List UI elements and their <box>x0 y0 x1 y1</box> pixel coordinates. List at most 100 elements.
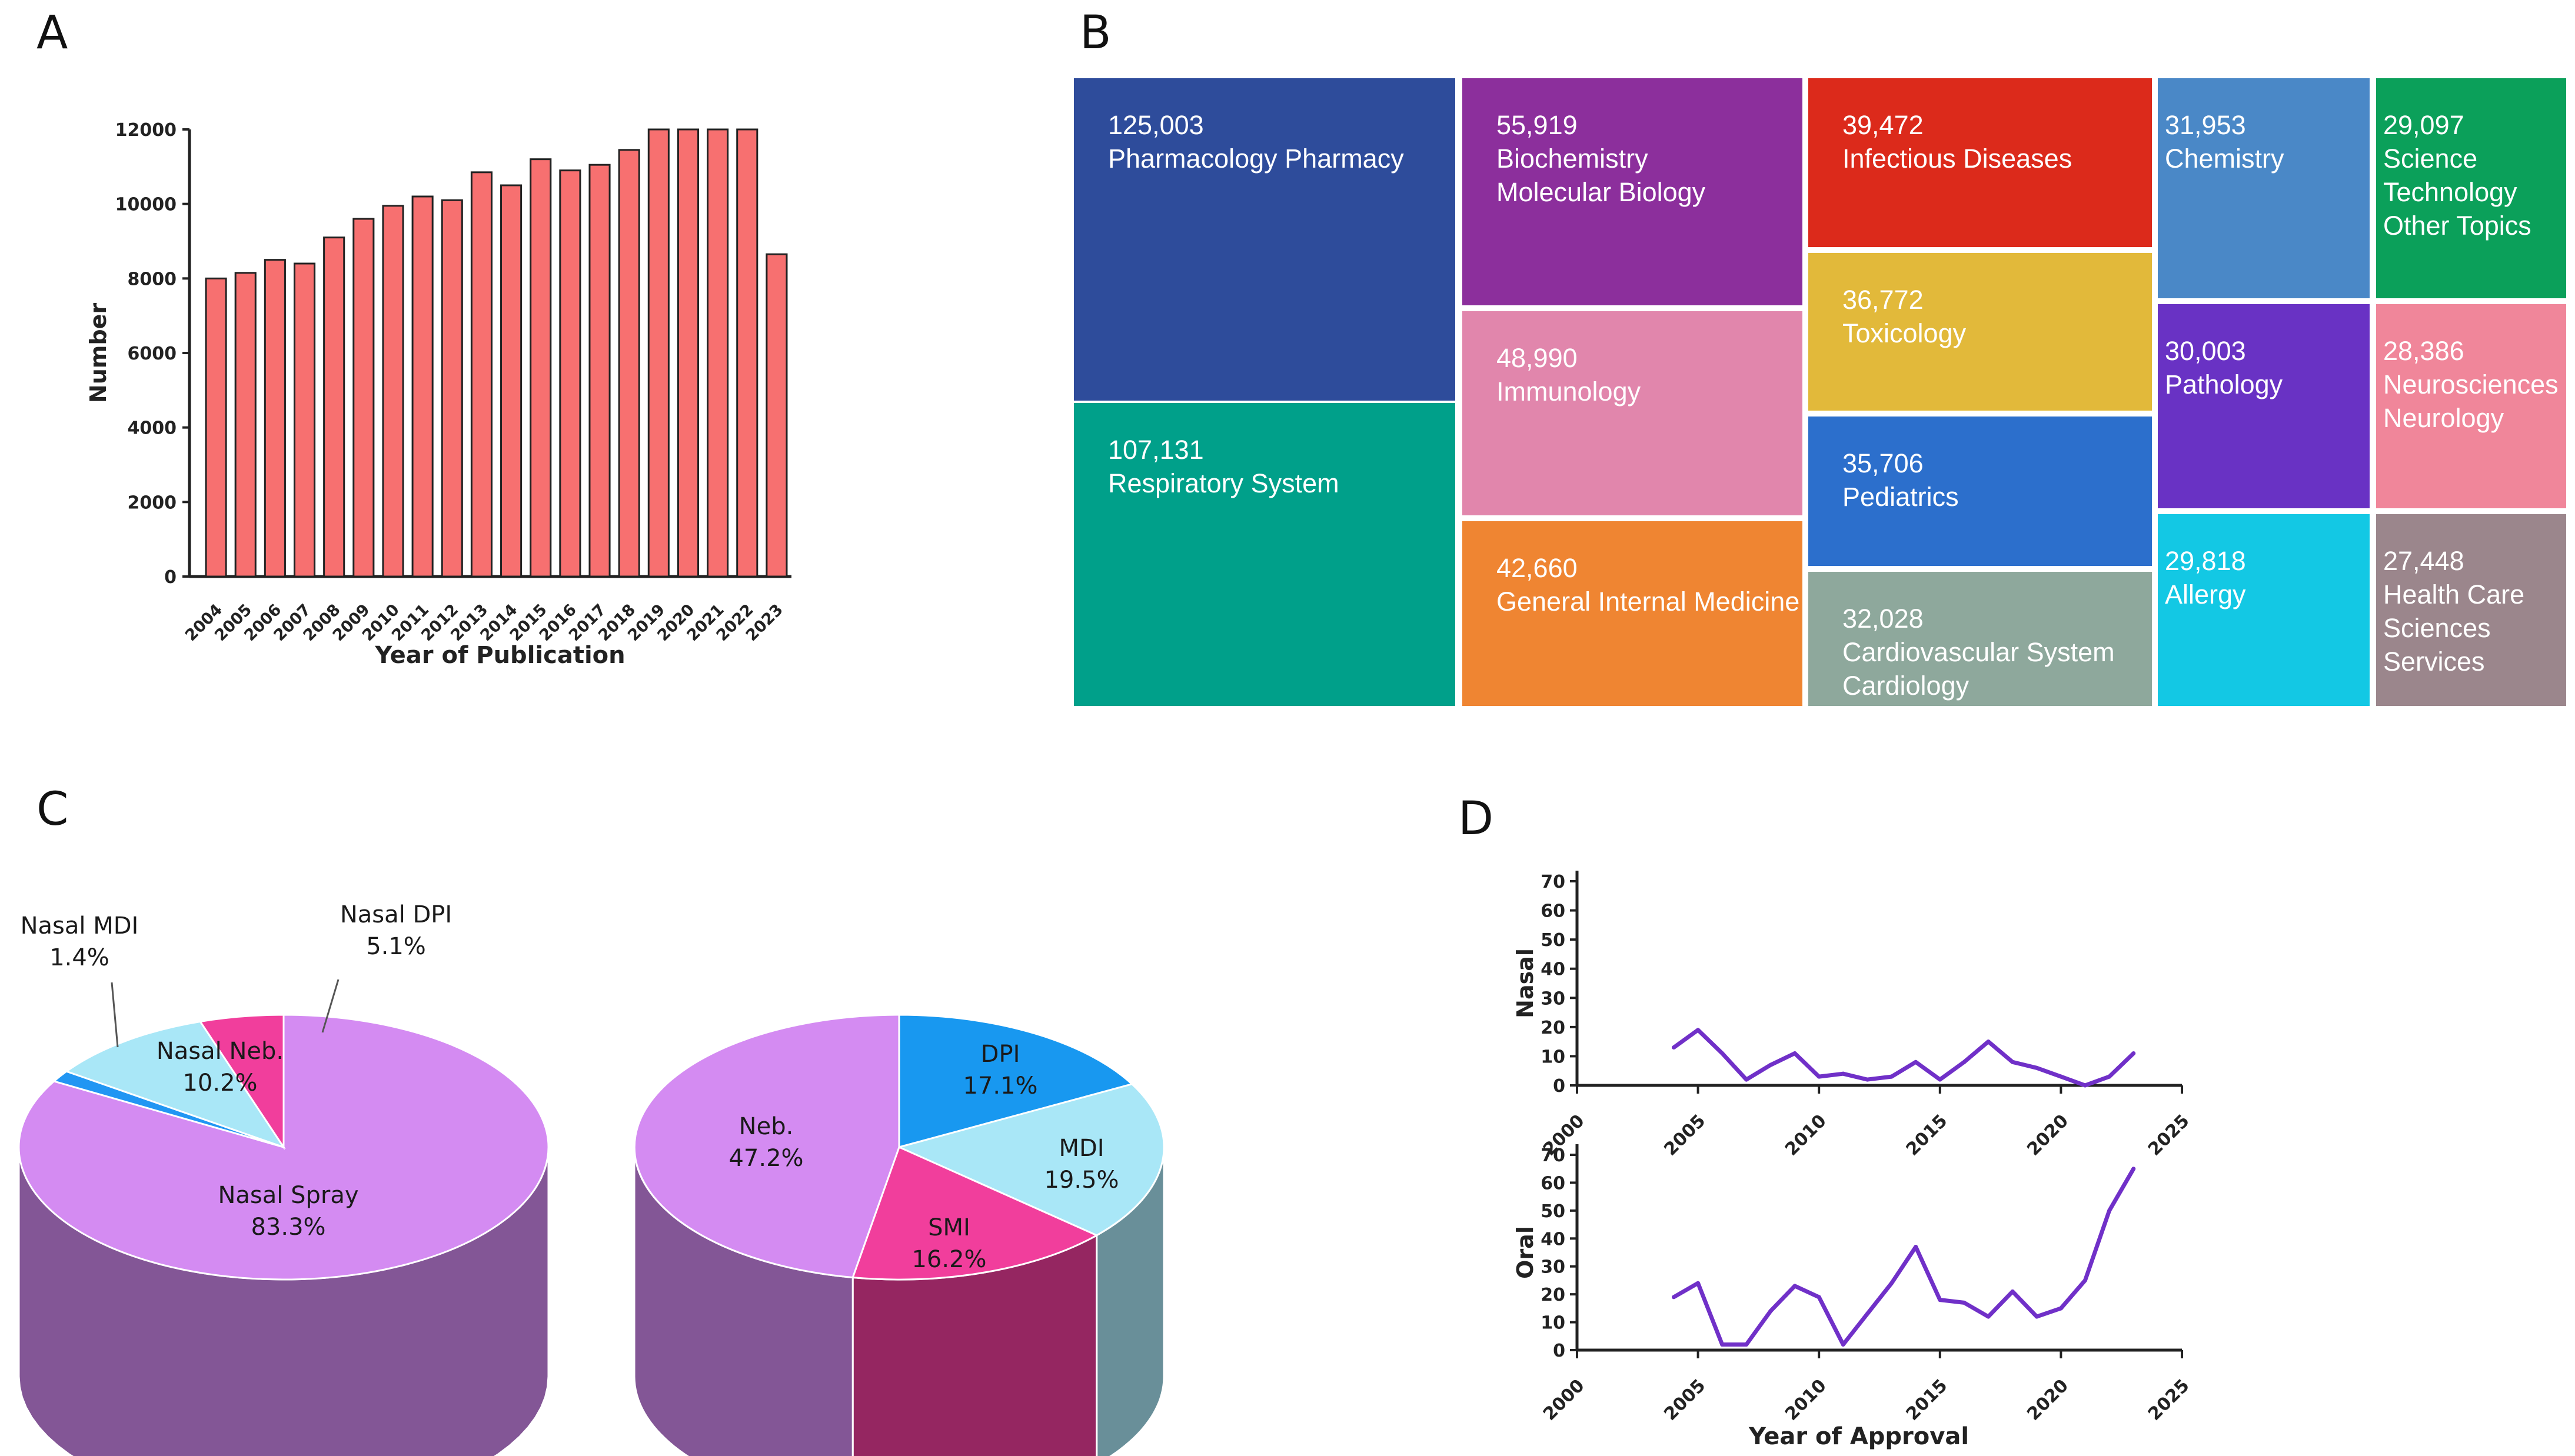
x-axis-label: Year of Approval <box>1748 1423 1969 1450</box>
data-point <box>1938 1077 1942 1082</box>
treemap-cell <box>1808 78 2152 247</box>
pie-slice-pct: 16.2% <box>911 1246 986 1273</box>
treemap-label: Neurology <box>2383 403 2504 433</box>
treemap-value: 28,386 <box>2383 336 2464 366</box>
treemap-label: Pediatrics <box>1842 482 1959 512</box>
x-tick-label: 2005 <box>1660 1375 1709 1425</box>
x-tick-label: 2020 <box>2023 1111 2072 1160</box>
treemap-value: 29,818 <box>2165 546 2246 576</box>
treemap-value: 27,448 <box>2383 546 2464 576</box>
treemap-label: Science <box>2383 144 2477 174</box>
data-point <box>2107 1208 2112 1213</box>
pie-charts-devices: Nasal Spray 83.3% Nasal MDI 1.4% Nasal Neb. 1… <box>18 901 1165 1456</box>
data-point <box>1986 1039 1991 1044</box>
treemap-cell <box>2376 514 2566 706</box>
pie-slice-pct: 83.3% <box>251 1214 325 1241</box>
data-point <box>2083 1083 2088 1088</box>
y-tick-label: 0 <box>1553 1076 1565 1097</box>
treemap-label: Pathology <box>2165 369 2283 399</box>
pie-slice-name: Nasal Neb. <box>157 1038 284 1065</box>
treemap-label: Respiratory System <box>1108 468 1339 498</box>
data-point <box>1817 1074 1821 1079</box>
data-point <box>1768 1309 1773 1314</box>
treemap-label: Other Topics <box>2383 211 2531 241</box>
treemap-cell <box>2158 304 2370 508</box>
data-point <box>1720 1051 1725 1055</box>
data-point <box>1817 1295 1821 1300</box>
data-point <box>2034 1065 2039 1070</box>
treemap-cell <box>1808 417 2152 566</box>
bar <box>618 149 640 578</box>
bar <box>677 128 700 578</box>
treemap-value: 32,028 <box>1842 604 1924 634</box>
y-axis-label: Number <box>85 303 111 403</box>
treemap-value: 42,660 <box>1496 553 1578 583</box>
data-point <box>2058 1074 2063 1079</box>
y-tick-label: 4000 <box>128 418 177 439</box>
pie-slice-name: Neb. <box>739 1113 794 1140</box>
treemap-label: Allergy <box>2165 579 2246 609</box>
data-point <box>1986 1314 1991 1319</box>
bar <box>411 195 434 578</box>
pie-slice <box>18 1014 550 1281</box>
y-tick-label: 60 <box>1541 1173 1565 1194</box>
leader-line-nasal-dpi <box>321 979 340 1033</box>
data-point <box>1744 1077 1749 1082</box>
treemap-value: 48,990 <box>1496 343 1578 373</box>
pie-slice-pct: 47.2% <box>728 1145 803 1172</box>
pie-slice <box>64 1020 286 1149</box>
data-point <box>1865 1311 1869 1316</box>
treemap-label: Sciences <box>2383 613 2491 643</box>
x-axis-label: Year of Publication <box>374 642 625 669</box>
panel-label-c: C <box>36 783 68 836</box>
pie-slice-pct: 19.5% <box>1044 1167 1119 1194</box>
pie-slice <box>898 1014 1134 1148</box>
y-tick-label: 70 <box>1541 1145 1565 1166</box>
treemap-label: Cardiovascular System <box>1842 637 2115 667</box>
bar <box>588 164 611 578</box>
y-tick-label: 50 <box>1541 930 1565 951</box>
data-point <box>2034 1314 2039 1319</box>
line-chart-oral: 0 10 20 30 40 50 60 70 2000 2005 2010 2015 2020 2025 O… <box>1512 1144 2194 1450</box>
treemap-label: Biochemistry <box>1496 144 1648 174</box>
data-point <box>1792 1284 1797 1288</box>
treemap-label: Infectious Diseases <box>1842 144 2072 174</box>
treemap-value: 39,472 <box>1842 110 1924 140</box>
pie-right: DPI 17.1% MDI 19.5% SMI 16.2% Neb. 47.2% <box>633 1014 1165 1456</box>
panel-label-d: D <box>1458 792 1493 845</box>
bar <box>441 199 463 578</box>
pie-slice <box>851 1145 1099 1281</box>
treemap-cell <box>1462 521 1802 706</box>
data-point <box>1696 1281 1701 1285</box>
x-tick-label: 2000 <box>1539 1375 1589 1425</box>
treemap-label: Pharmacology Pharmacy <box>1108 144 1404 174</box>
y-tick-label: 20 <box>1541 1018 1565 1038</box>
y-tick-label: 70 <box>1541 872 1565 892</box>
y-tick-label: 10 <box>1541 1313 1565 1334</box>
y-tick-label: 50 <box>1541 1201 1565 1222</box>
treemap-cell <box>1808 253 2152 411</box>
treemap-label: Services <box>2383 647 2485 677</box>
y-tick-label: 20 <box>1541 1285 1565 1305</box>
bar <box>530 158 552 578</box>
bar <box>205 277 227 578</box>
bar <box>766 253 788 578</box>
bar <box>470 171 493 578</box>
x-tick-label: 2015 <box>1902 1375 1952 1425</box>
treemap-label: Technology <box>2383 177 2517 207</box>
x-tick-label: 2025 <box>2144 1375 2194 1425</box>
treemap-cell <box>2376 78 2566 298</box>
data-point <box>1744 1342 1749 1347</box>
bar <box>736 128 758 578</box>
pie-slice-name: Nasal Spray <box>218 1182 358 1209</box>
y-axis-label: Oral <box>1512 1226 1538 1279</box>
treemap-label: Neurosciences <box>2383 369 2559 399</box>
treemap-value: 36,772 <box>1842 285 1924 315</box>
y-tick-label: 0 <box>164 567 177 588</box>
bar <box>559 169 581 578</box>
data-point <box>2131 1167 2136 1171</box>
treemap-value: 35,706 <box>1842 448 1924 478</box>
treemap-cell <box>2158 78 2370 298</box>
treemap-value: 107,131 <box>1108 435 1204 465</box>
data-point <box>1696 1028 1701 1032</box>
